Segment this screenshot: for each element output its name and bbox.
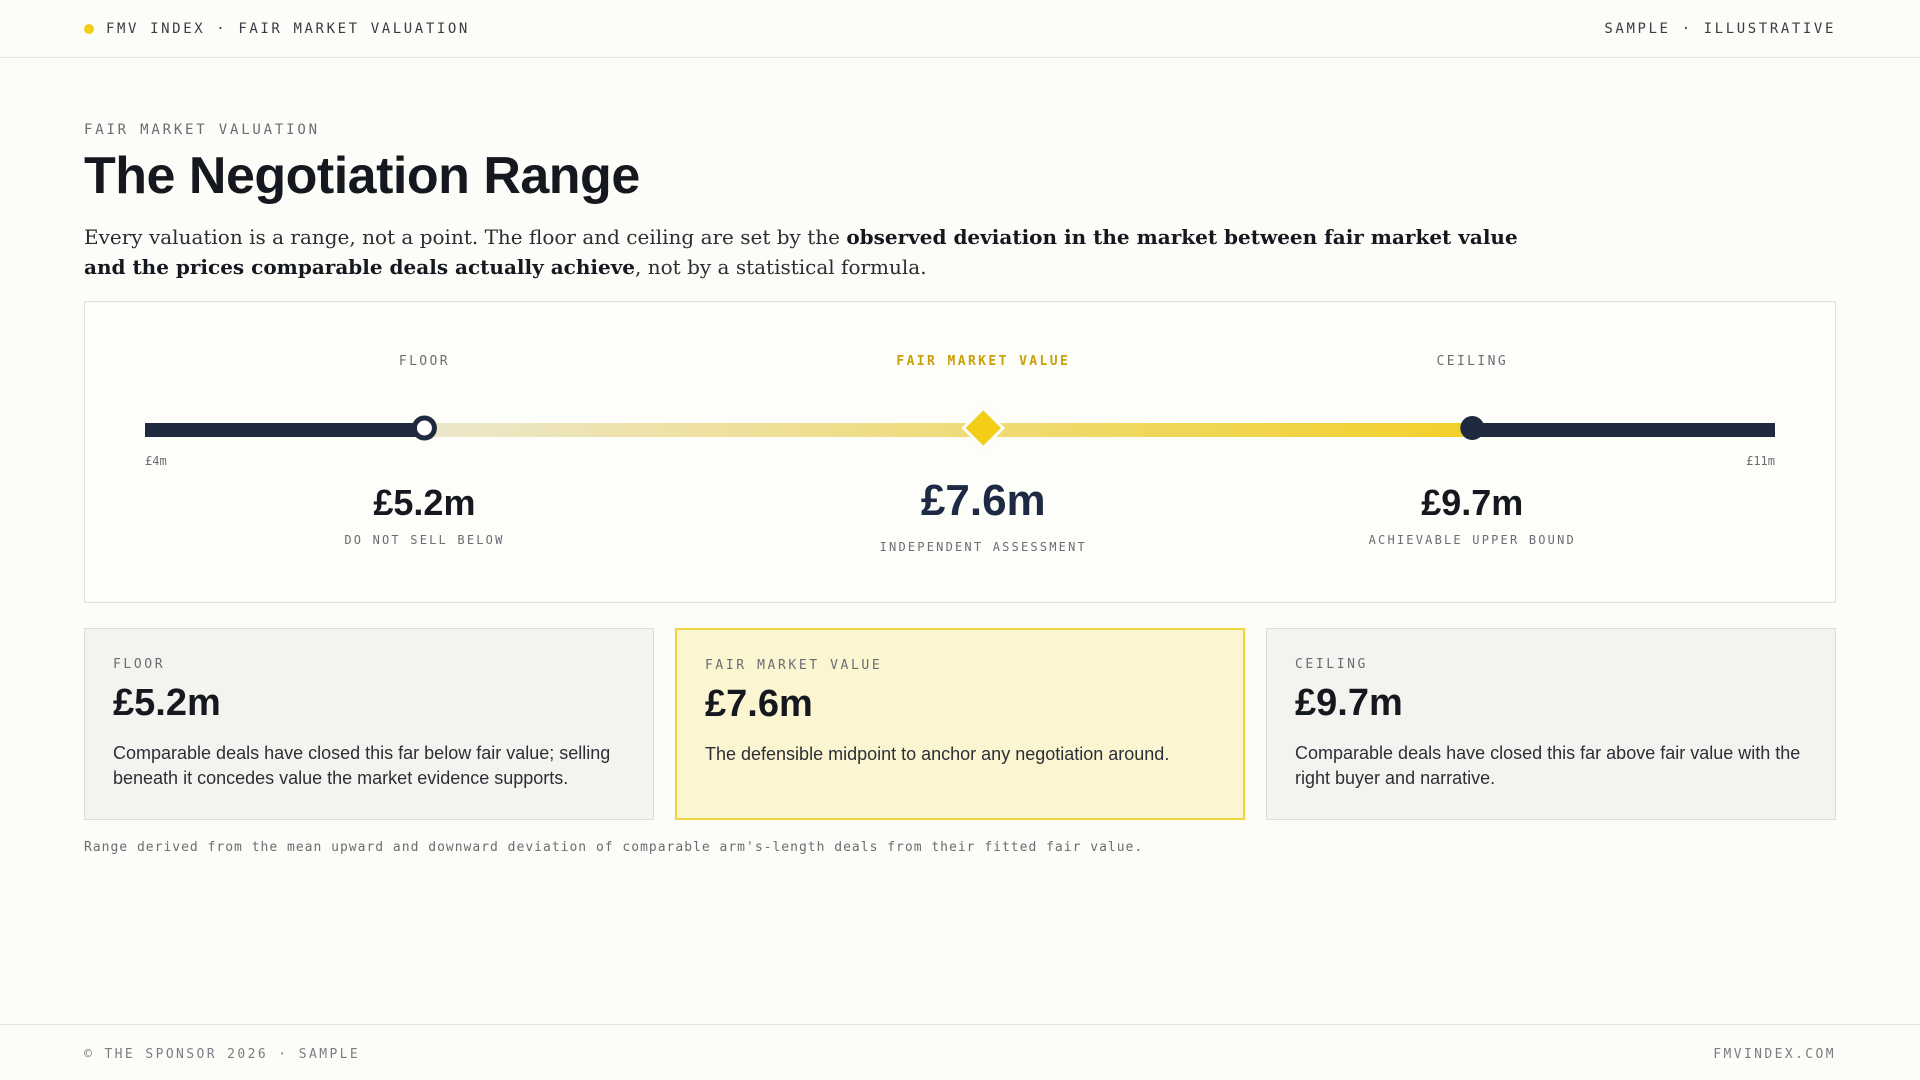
card-kicker: FLOOR [113,657,166,672]
brand-dot-icon [84,24,94,34]
card-text: Comparable deals have closed this far be… [113,743,611,788]
card-value: £7.6m [705,683,813,725]
card-kicker: CEILING [1295,657,1368,672]
brand-label: FMV INDEX · FAIR MARKET VALUATION [106,21,470,37]
card-text: Comparable deals have closed this far ab… [1295,743,1801,788]
floor-caption: DO NOT SELL BELOW [344,533,505,547]
fmv-mark-label: FAIR MARKET VALUE [896,354,1071,369]
range-panel: FLOOR FAIR MARKET VALUE CEILING £4m £11m… [84,301,1836,603]
footer-copyright: © THE SPONSOR 2026 · SAMPLE [84,1047,361,1062]
footer: © THE SPONSOR 2026 · SAMPLE FMVINDEX.COM [0,1024,1920,1080]
card-text: The defensible midpoint to anchor any ne… [705,744,1170,764]
floor-mark-label: FLOOR [398,354,450,369]
page-title: The Negotiation Range [84,147,640,205]
top-bar: FMV INDEX · FAIR MARKET VALUATION SAMPLE… [0,0,1920,58]
axis-max-label: £11m [1746,454,1775,468]
axis-min-label: £4m [145,454,167,468]
range-chart [145,406,1775,450]
footer-site-link[interactable]: FMVINDEX.COM [1713,1047,1836,1062]
card-value: £9.7m [1295,682,1403,724]
lead-paragraph: Every valuation is a range, not a point.… [84,222,1524,282]
lead-text-bold: observed deviation in the market between… [84,225,1518,279]
brand: FMV INDEX · FAIR MARKET VALUATION [84,21,470,37]
ceiling-marker [1460,416,1485,440]
footnote: Range derived from the mean upward and d… [84,840,1144,855]
fmv-value: £7.6m [920,476,1046,525]
fmv-card: FAIR MARKET VALUE £7.6m The defensible m… [675,628,1245,820]
floor-marker [411,415,437,441]
track-above-ceiling [1472,423,1775,437]
floor-value: £5.2m [373,482,476,523]
lead-text-2: , not by a statistical formula. [635,255,927,279]
fmv-marker [961,406,1006,450]
lead-text-1: Every valuation is a range, not a point.… [84,225,847,249]
fmv-caption: INDEPENDENT ASSESSMENT [879,540,1087,554]
card-value: £5.2m [113,682,221,724]
ceiling-value: £9.7m [1421,482,1524,523]
floor-card: FLOOR £5.2m Comparable deals have closed… [84,628,654,820]
card-kicker: FAIR MARKET VALUE [705,658,883,673]
track-below-floor [145,423,425,437]
ceiling-card: CEILING £9.7m Comparable deals have clos… [1266,628,1836,820]
ceiling-mark-label: CEILING [1436,354,1509,369]
ceiling-caption: ACHIEVABLE UPPER BOUND [1368,533,1576,547]
sample-tag: SAMPLE · ILLUSTRATIVE [1604,21,1836,37]
eyebrow: FAIR MARKET VALUATION [84,122,320,138]
negotiation-band [424,423,1473,437]
